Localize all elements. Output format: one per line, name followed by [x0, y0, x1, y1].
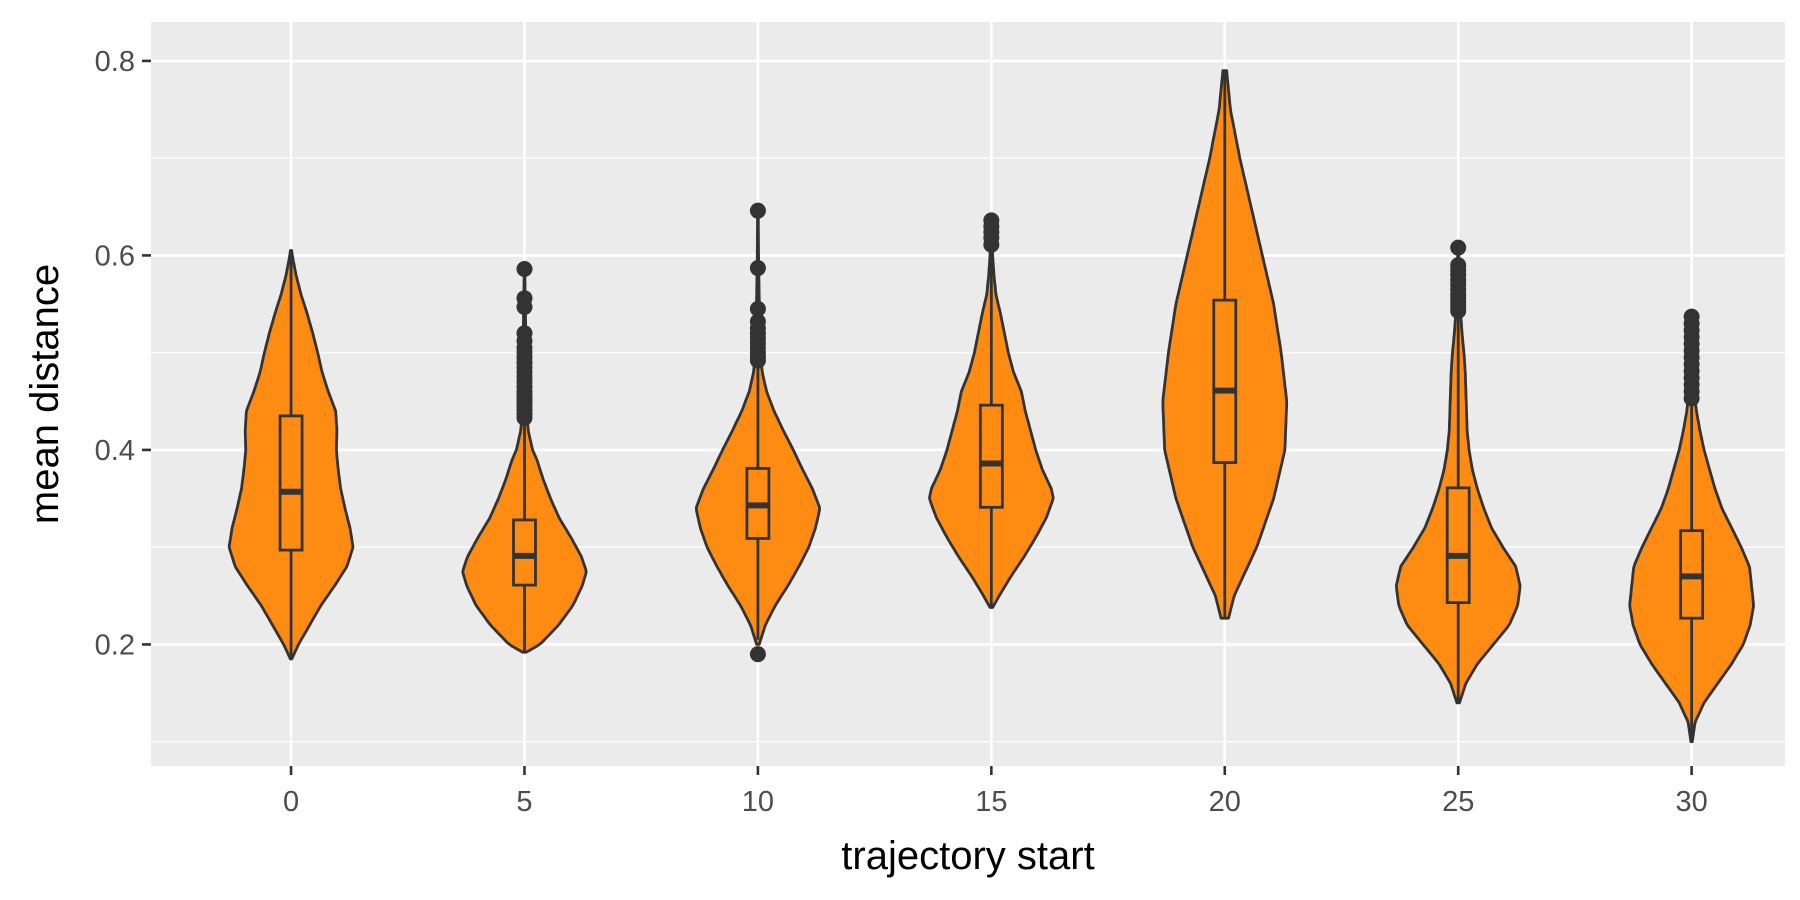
violin-group-15: [928, 212, 1055, 609]
x-tick-label: 10: [742, 786, 774, 818]
y-tick-label: 0.4: [95, 435, 135, 467]
x-tick-label: 20: [1209, 786, 1241, 818]
outlier-point: [516, 325, 533, 342]
x-tick-label: 25: [1442, 786, 1474, 818]
iqr-box: [1212, 298, 1238, 464]
y-tick-label: 0.8: [95, 46, 135, 78]
outlier-point: [749, 313, 766, 330]
iqr-box: [512, 518, 537, 587]
iqr-box: [278, 414, 304, 552]
violin-group-10: [695, 202, 821, 663]
y-axis: 0.2 0.4 0.6 0.8: [95, 46, 151, 661]
outlier-point: [516, 261, 533, 278]
x-axis: 0 5 10 15 20 25 30: [283, 766, 1708, 818]
x-tick-label: 15: [975, 786, 1007, 818]
violin-group-25: [1395, 239, 1522, 705]
outlier-point: [749, 260, 766, 277]
outlier-point: [516, 290, 533, 307]
violin-group-20: [1161, 69, 1289, 620]
violin-group-5: [461, 261, 588, 654]
violin-group-0: [227, 249, 355, 661]
y-tick-label: 0.6: [95, 240, 135, 272]
iqr-box: [978, 403, 1004, 509]
outlier-point: [1450, 257, 1467, 274]
outlier-point: [749, 202, 766, 219]
outlier-point: [1450, 239, 1467, 256]
y-axis-title: mean distance: [23, 264, 67, 524]
violins: [227, 69, 1755, 744]
outlier-point: [983, 212, 1000, 229]
x-axis-title: trajectory start: [841, 834, 1094, 878]
x-tick-label: 0: [283, 786, 299, 818]
y-tick-label: 0.2: [95, 629, 135, 661]
outlier-point: [749, 646, 766, 663]
x-tick-label: 30: [1675, 786, 1707, 818]
outlier-point: [749, 300, 766, 317]
violin-group-30: [1628, 308, 1755, 744]
iqr-box: [1445, 486, 1471, 605]
x-tick-label: 5: [516, 786, 532, 818]
outlier-point: [1683, 308, 1700, 325]
